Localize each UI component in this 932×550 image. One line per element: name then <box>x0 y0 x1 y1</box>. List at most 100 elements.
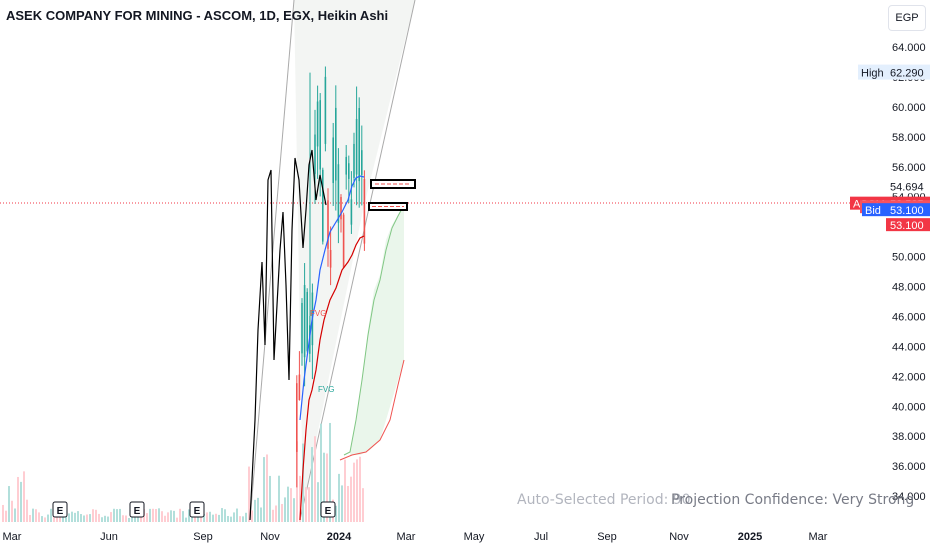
y-tick-label: 42.000 <box>892 371 926 383</box>
volume-bar <box>362 488 364 522</box>
earnings-event-marker[interactable]: E <box>320 501 336 518</box>
volume-bar <box>242 516 244 522</box>
volume-bar <box>65 515 67 522</box>
volume-bar <box>251 510 253 522</box>
currency-button[interactable]: EGP <box>888 5 926 31</box>
earnings-event-marker[interactable]: E <box>189 501 205 518</box>
volume-bar <box>11 500 13 522</box>
volume-bar <box>218 514 220 522</box>
volume-bar <box>14 508 16 522</box>
candle-body <box>361 150 363 175</box>
volume-bar <box>2 504 4 522</box>
projection-band <box>339 204 405 461</box>
volume-bar <box>290 488 292 522</box>
volume-bar <box>122 515 124 522</box>
high-value-tag <box>886 64 930 80</box>
volume-bar <box>161 511 163 522</box>
volume-bar <box>227 516 229 522</box>
volume-bar <box>212 514 214 522</box>
volume-bar <box>305 487 307 522</box>
bid-tag <box>862 203 886 217</box>
y-tick-label: 58.000 <box>892 132 926 144</box>
y-tick-label: 44.000 <box>892 341 926 353</box>
fvg-label: FVG <box>310 309 326 318</box>
x-tick-label: Sep <box>193 531 213 543</box>
volume-bar <box>35 509 37 522</box>
volume-bar <box>74 512 76 522</box>
volume-bar <box>287 486 289 522</box>
x-tick-label: Nov <box>669 531 689 543</box>
volume-bar <box>95 509 97 522</box>
volume-bar <box>137 515 139 522</box>
volume-bar <box>182 511 184 522</box>
price-value-tag <box>886 218 930 232</box>
price-axis[interactable]: 64.00062.00060.00058.00056.00054.00052.0… <box>892 42 926 503</box>
candle-body <box>314 134 316 174</box>
earnings-event-marker[interactable]: E <box>52 501 68 518</box>
bid-tag-label: Bid <box>865 205 881 217</box>
earnings-event-marker[interactable]: E <box>129 501 145 518</box>
volume-bar <box>245 512 247 522</box>
volume-bar <box>53 516 55 522</box>
volume-bar <box>107 516 109 522</box>
y-tick-label: 38.000 <box>892 431 926 443</box>
volume-bar <box>155 508 157 522</box>
candle-body <box>350 199 353 225</box>
event-label: E <box>57 506 64 517</box>
volume-bar <box>308 487 310 522</box>
volume-bar <box>284 497 286 522</box>
volume-bar <box>83 515 85 522</box>
candle-body <box>332 137 334 184</box>
price-value: 53.100 <box>890 205 924 217</box>
volume-bar <box>317 482 319 522</box>
candle-body <box>298 374 301 401</box>
volume-bar <box>344 459 346 522</box>
volume-bar <box>194 513 196 522</box>
volume-bar <box>38 512 40 522</box>
channel-lower-line <box>299 0 416 521</box>
volume-bar <box>335 505 337 522</box>
volume-bar <box>224 509 226 522</box>
event-label: E <box>325 506 332 517</box>
annotations: FVG FVG <box>310 179 416 394</box>
projection-fill <box>343 205 404 455</box>
volume-bar <box>302 443 304 522</box>
volume-bar <box>329 422 331 522</box>
volume-bar <box>41 516 43 522</box>
volume-bar <box>20 481 22 522</box>
candle-body <box>342 214 345 268</box>
candle-body <box>306 291 308 351</box>
volume-bar <box>359 456 361 522</box>
volume-bars <box>2 422 364 522</box>
volume-bar <box>239 516 241 522</box>
price-value-tag <box>886 203 930 217</box>
y-tick-label: 36.000 <box>892 461 926 473</box>
volume-bar <box>5 510 7 522</box>
time-axis[interactable]: Mar Jun Sep Nov 2024 Mar May Jul Sep Nov 2025 Mar <box>3 531 828 543</box>
high-tag <box>858 64 886 80</box>
level-tag <box>886 178 930 194</box>
volume-bar <box>221 508 223 522</box>
volume-bar <box>47 514 49 522</box>
volume-bar <box>188 509 190 522</box>
volume-bar <box>119 508 121 522</box>
volume-bar <box>281 503 283 522</box>
volume-bar <box>89 514 91 522</box>
volume-bar <box>347 485 349 522</box>
x-tick-label: Mar <box>809 531 828 543</box>
candle-body <box>353 143 355 178</box>
volume-bar <box>131 515 133 522</box>
volume-bar <box>278 475 280 522</box>
volume-bar <box>272 509 274 522</box>
volume-bar <box>68 513 70 522</box>
volume-bar <box>209 511 211 522</box>
volume-bar <box>86 514 88 522</box>
period-label: Auto-Selected Period: 90 <box>517 492 691 508</box>
y-tick-label: 64.000 <box>892 42 926 54</box>
volume-bar <box>320 423 322 522</box>
ema-blue <box>299 175 365 421</box>
y-tick-label: 48.000 <box>892 282 926 294</box>
